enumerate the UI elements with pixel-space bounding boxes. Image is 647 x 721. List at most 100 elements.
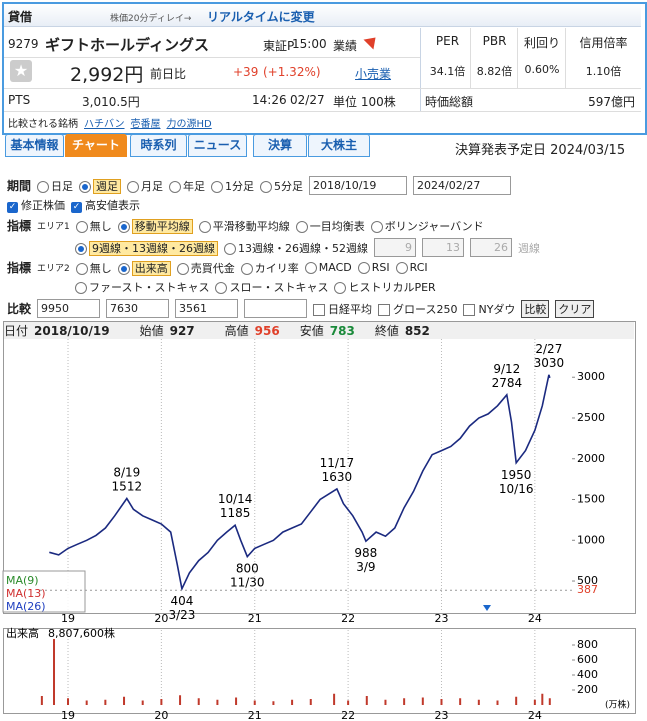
radio [260,180,273,193]
radio [117,220,130,233]
radio-option[interactable]: 月足 [127,178,163,194]
control-row: ファースト・ストキャス スロー・ストキャス ヒストリカルPER [75,279,436,295]
indicator-label: 指標 [7,219,32,233]
control-row: 指標 エリア1 無し 移動平均線 平滑移動平均線 一目均衡表 ボリンジャーバンド [7,217,484,234]
compare-input[interactable]: 9950 [37,299,101,318]
checkbox [313,303,326,316]
tab[interactable]: 大株主 [308,134,370,157]
compare-link[interactable]: ハチバン [84,119,125,130]
checkbox-option[interactable]: NYダウ [463,301,515,317]
checkbox-label: 高安値表示 [85,199,140,212]
tab[interactable]: チャート [65,134,127,157]
metric-header: PBR [482,34,507,48]
x-tick-label: 24 [528,612,542,625]
checkbox-label: NYダウ [478,302,516,316]
metric-value: 1.10倍 [585,65,622,78]
checkbox-option[interactable]: ✓ 修正株価 [7,197,65,213]
volume-bar [541,693,544,705]
volume-bar [104,699,107,705]
divider [565,28,566,88]
tab[interactable]: 基本情報 [5,134,64,157]
volume-bar [53,638,56,705]
radio-option[interactable]: MACD [304,261,352,274]
volume-bar [403,698,406,705]
radio-option[interactable]: RCI [395,261,428,274]
radio [224,242,236,255]
favorite-button[interactable]: ★ [10,60,32,82]
radio-option[interactable]: 1分足 [211,178,254,194]
compare-input[interactable]: 3561 [175,299,239,318]
radio-label: 9週線・13週線・26週線 [89,240,218,256]
checkbox-label: 日経平均 [328,302,373,316]
period-label: 期間 [7,179,32,193]
radio-option[interactable]: 無し [75,260,112,276]
radio-option[interactable]: 9週線・13週線・26週線 [75,240,218,256]
low-date: 10/16 [499,482,534,496]
radio-label: RSI [371,261,390,274]
date-to[interactable]: 2024/02/27 [413,176,512,195]
volume-bar [291,699,294,705]
ohlc-value: 927 [169,323,195,338]
change-pct: (+1.32%) [263,65,321,79]
control-row: 9週線・13週線・26週線 13週線・26週線・52週線 9 13 26 週線 [75,238,540,257]
ohlc-label: 日付 [4,324,29,338]
checkbox-option[interactable]: ✓ 高安値表示 [71,197,140,213]
chart: 19 20 21 22 23 24500100015002000250030008/191… [2,339,630,721]
radio-option[interactable]: RSI [357,261,390,274]
date-from[interactable]: 2018/10/19 [309,176,408,195]
compare-input[interactable] [244,299,308,318]
volume-bar [309,699,312,705]
radio-option[interactable]: 週足 [79,178,122,194]
radio-option[interactable]: 一目均衡表 [295,218,365,234]
button[interactable]: 比較 [521,299,550,318]
volume-bar [40,696,43,705]
volume-bar [216,699,219,705]
radio-option[interactable]: 移動平均線 [117,218,193,234]
y-tick-label: 1500 [577,493,605,506]
sector-link[interactable]: 小売業 [355,67,392,81]
radio-label: 日足 [51,179,74,193]
radio-option[interactable]: スロー・ストキャス [215,279,328,295]
ma-input: 9 [374,238,416,257]
radio-option[interactable]: 売買代金 [176,260,235,276]
checkbox-option[interactable]: グロース250 [378,301,457,317]
radio [117,262,130,275]
realtime-link[interactable]: リアルタイムに変更 [207,10,315,24]
volume-title: 出来高 [6,626,39,640]
divider [420,28,421,112]
radio-option[interactable]: 平滑移動平均線 [198,218,290,234]
radio-option[interactable]: 無し [75,218,112,234]
tab[interactable]: ニュース [188,134,247,157]
radio-option[interactable]: 5分足 [260,178,303,194]
low-date: 3/9 [356,560,375,574]
checkbox-label: 修正株価 [21,199,65,212]
unit: 単位 100株 [333,95,396,109]
ma-label: MA(9) [6,574,39,587]
radio-option[interactable]: 出来高 [117,260,171,276]
ma-label: MA(26) [6,600,46,613]
volume-bar [333,693,336,705]
ma-legend-box [2,570,86,613]
radio-option[interactable]: ヒストリカルPER [334,279,436,295]
compare-link[interactable]: 壱番屋 [130,119,161,130]
radio [334,282,347,294]
compare-link[interactable]: 力の源HD [166,119,212,130]
metric-value: 0.60% [524,63,560,76]
compare-input[interactable]: 7630 [106,299,170,318]
y-tick-label: 3000 [577,370,605,383]
checkbox-option[interactable]: 日経平均 [313,301,372,317]
radio-option[interactable]: カイリ率 [240,260,299,276]
high-value: 1512 [112,480,143,494]
market-cap: 597億円 [588,95,635,109]
radio-option[interactable]: 日足 [37,178,73,194]
ohlc-value: 956 [254,323,280,338]
radio-option[interactable]: 年足 [169,178,205,194]
radio-option[interactable]: ボリンジャーバンド [370,218,484,234]
low-value: 988 [354,546,377,560]
high-date: 8/19 [113,466,140,480]
tab[interactable]: 時系列 [130,134,187,157]
radio-option[interactable]: ファースト・ストキャス [75,279,209,295]
tab[interactable]: 決算 [253,134,307,157]
radio-option[interactable]: 13週線・26週線・52週線 [224,240,368,256]
button[interactable]: クリア [555,299,595,318]
